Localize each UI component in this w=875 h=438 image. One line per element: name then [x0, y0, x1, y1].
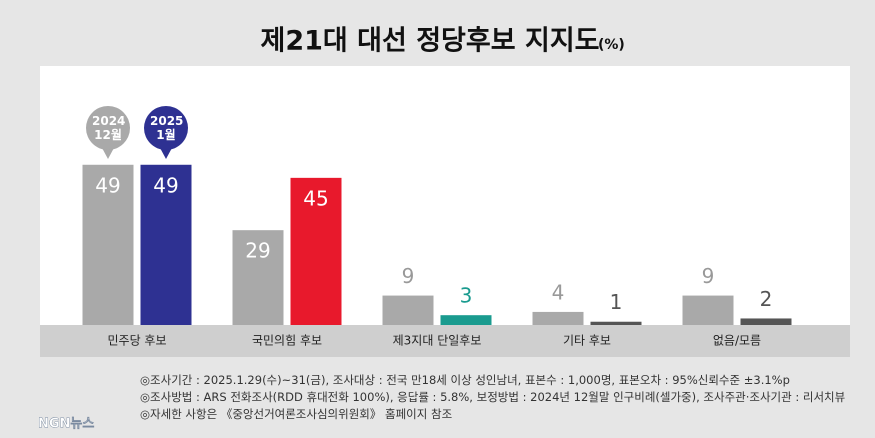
note-line: ◎조사기간 : 2025.1.29(수)~31(금), 조사대상 : 전국 만1… — [140, 373, 790, 387]
bar — [440, 315, 492, 325]
bar — [140, 164, 192, 325]
bar — [82, 164, 134, 325]
legend-pin — [86, 106, 130, 150]
legend-label: 2024 12월 — [92, 114, 126, 142]
value-label: 49 — [95, 173, 120, 197]
bar — [382, 295, 434, 325]
note-line: ◎조사방법 : ARS 전화조사(RDD 휴대전화 100%), 응답률 : 5… — [140, 390, 846, 404]
note-line: ◎자세한 사항은 《중앙선거여론조사심의위원회》 홈페이지 참조 — [140, 407, 453, 421]
value-label: 49 — [153, 173, 178, 197]
chart-title: 제21대 대선 정당후보 지지도 — [260, 26, 599, 57]
x-tick-label: 민주당 후보 — [107, 334, 166, 348]
bar — [740, 318, 792, 325]
bar — [532, 311, 584, 325]
x-tick-label: 국민의힘 후보 — [252, 334, 322, 348]
x-tick-label: 없음/모름 — [713, 334, 761, 348]
category-band — [40, 325, 850, 357]
value-label: 1 — [610, 290, 623, 314]
value-label: 4 — [552, 280, 565, 304]
value-label: 9 — [702, 264, 715, 288]
bar — [290, 177, 342, 325]
value-label: 9 — [402, 264, 415, 288]
chart-unit: (%) — [598, 37, 625, 53]
value-label: 29 — [245, 239, 270, 263]
bar — [590, 321, 642, 325]
value-label: 45 — [303, 186, 328, 210]
legend-pin — [144, 106, 188, 150]
bar — [232, 230, 284, 325]
x-tick-label: 기타 후보 — [563, 334, 611, 348]
bar — [682, 295, 734, 325]
notes: ◎조사기간 : 2025.1.29(수)~31(금), 조사대상 : 전국 만1… — [140, 372, 845, 423]
x-tick-label: 제3지대 단일후보 — [393, 334, 482, 348]
value-label: 2 — [760, 287, 773, 311]
legend-label: 2025 1월 — [150, 114, 184, 142]
source: NGN뉴스 — [38, 417, 94, 432]
value-label: 3 — [460, 284, 473, 308]
